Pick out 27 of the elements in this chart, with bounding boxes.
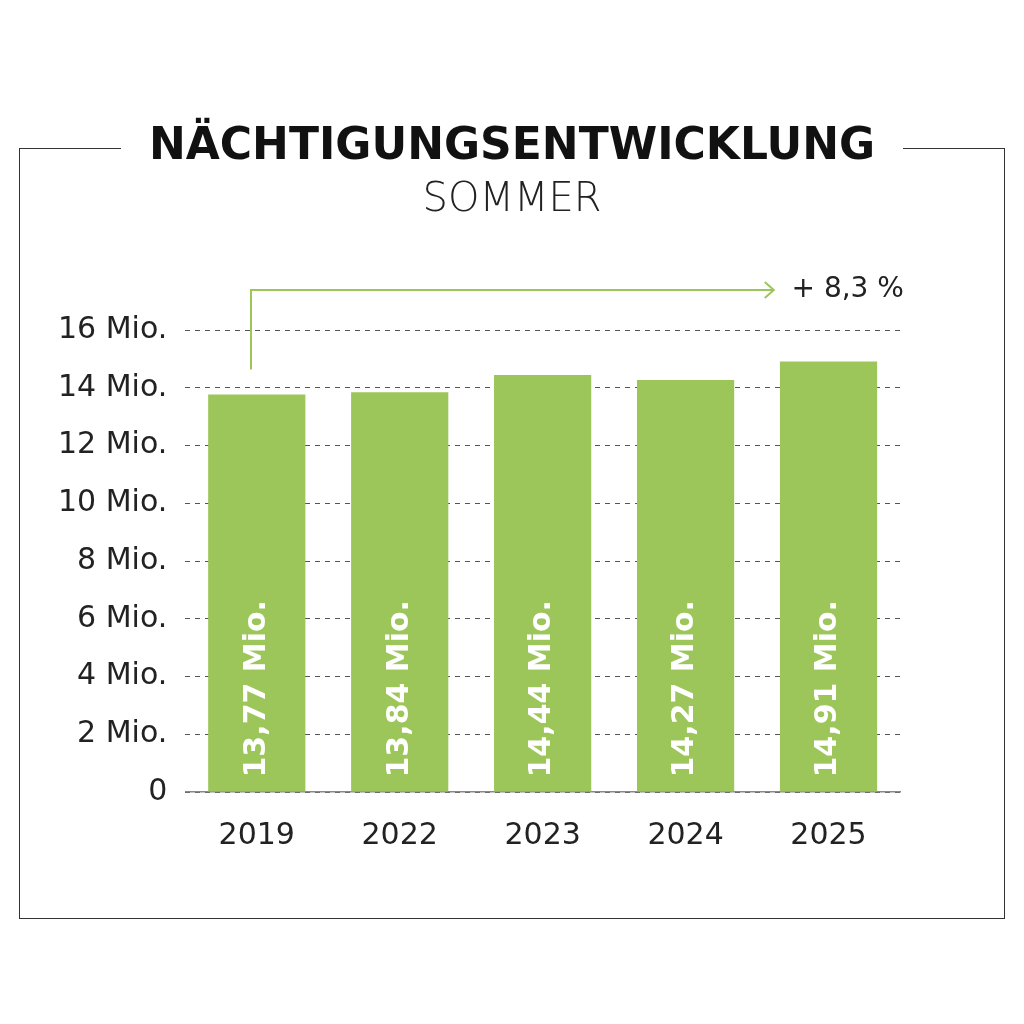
chart-title: NÄCHTIGUNGSENTWICKLUNG (120, 118, 904, 169)
y-tick-label: 14 Mio. (58, 367, 168, 403)
bar (494, 375, 592, 792)
bar (208, 394, 306, 792)
x-tick-label: 2019 (218, 815, 295, 851)
bar (636, 379, 735, 792)
data-label: 13,77 Mio. (236, 600, 272, 778)
x-tick-label: 2022 (361, 815, 438, 851)
bar (351, 392, 449, 792)
data-label: 14,44 Mio. (522, 600, 558, 778)
y-tick-label: 2 Mio. (77, 714, 168, 750)
y-tick-label: 0 (148, 771, 168, 807)
text: + 8,3 % (791, 271, 904, 305)
y-tick-label: 6 Mio. (77, 598, 168, 634)
data-label: 13,84 Mio. (379, 600, 415, 778)
y-tick-label: 12 Mio. (58, 425, 168, 461)
data-label: 14,27 Mio. (665, 600, 701, 778)
y-tick-label: 4 Mio. (77, 656, 168, 692)
data-label: 14,91 Mio. (808, 600, 844, 778)
x-tick-label: 2025 (790, 815, 867, 851)
x-tick-label: 2023 (504, 815, 581, 851)
bar (779, 361, 878, 792)
x-tick-label: 2024 (647, 815, 724, 851)
chart-subtitle: SOMMER (421, 174, 603, 220)
y-tick-label: 10 Mio. (58, 483, 168, 519)
y-tick-label: 8 Mio. (77, 540, 168, 576)
y-tick-label: 16 Mio. (58, 309, 168, 345)
